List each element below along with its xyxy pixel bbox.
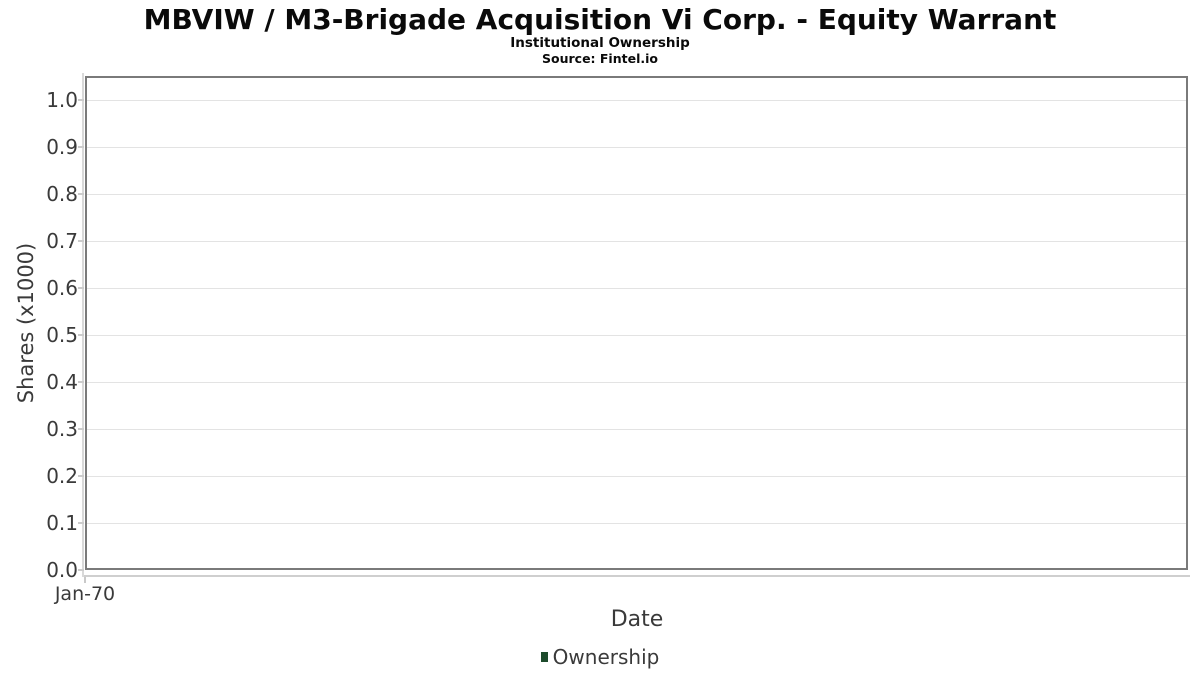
y-tick	[78, 287, 84, 289]
y-tick	[78, 334, 84, 336]
y-tick	[78, 99, 84, 101]
y-gridline	[87, 288, 1186, 289]
y-tick	[78, 381, 84, 383]
y-gridline	[87, 335, 1186, 336]
y-gridline	[87, 523, 1186, 524]
y-gridline	[87, 429, 1186, 430]
y-gridline	[87, 241, 1186, 242]
y-gridline	[87, 147, 1186, 148]
chart-subtitle: Institutional Ownership	[510, 35, 690, 51]
y-tick-label: 0.7	[46, 229, 78, 253]
y-tick-label: 0.2	[46, 464, 78, 488]
legend-label-ownership: Ownership	[552, 645, 660, 669]
x-tick-label: Jan-70	[54, 583, 116, 605]
y-tick-label: 0.0	[46, 558, 78, 582]
y-tick	[78, 240, 84, 242]
x-axis-title: Date	[610, 607, 664, 632]
chart-source: Source: Fintel.io	[542, 51, 658, 66]
y-tick-label: 0.3	[46, 417, 78, 441]
y-axis-line	[82, 73, 84, 577]
y-tick	[78, 522, 84, 524]
y-tick-label: 0.5	[46, 323, 78, 347]
y-gridline	[87, 100, 1186, 101]
y-tick-label: 0.4	[46, 370, 78, 394]
y-tick	[78, 146, 84, 148]
y-tick	[78, 428, 84, 430]
y-tick-label: 0.1	[46, 511, 78, 535]
y-gridline	[87, 382, 1186, 383]
x-axis-line	[84, 575, 1190, 577]
legend-marker-ownership	[540, 652, 548, 662]
y-tick-label: 0.6	[46, 276, 78, 300]
y-gridline	[87, 476, 1186, 477]
y-tick-label: 1.0	[46, 88, 78, 112]
y-tick	[78, 475, 84, 477]
y-tick	[78, 193, 84, 195]
chart-title: MBVIW / M3-Brigade Acquisition Vi Corp. …	[143, 3, 1057, 36]
y-tick-label: 0.8	[46, 182, 78, 206]
legend-item-ownership[interactable]: Ownership	[0, 645, 1200, 669]
y-gridline	[87, 194, 1186, 195]
plot-area	[85, 76, 1188, 570]
x-axis-tick	[84, 577, 86, 583]
y-tick	[78, 569, 84, 571]
y-tick-label: 0.9	[46, 135, 78, 159]
